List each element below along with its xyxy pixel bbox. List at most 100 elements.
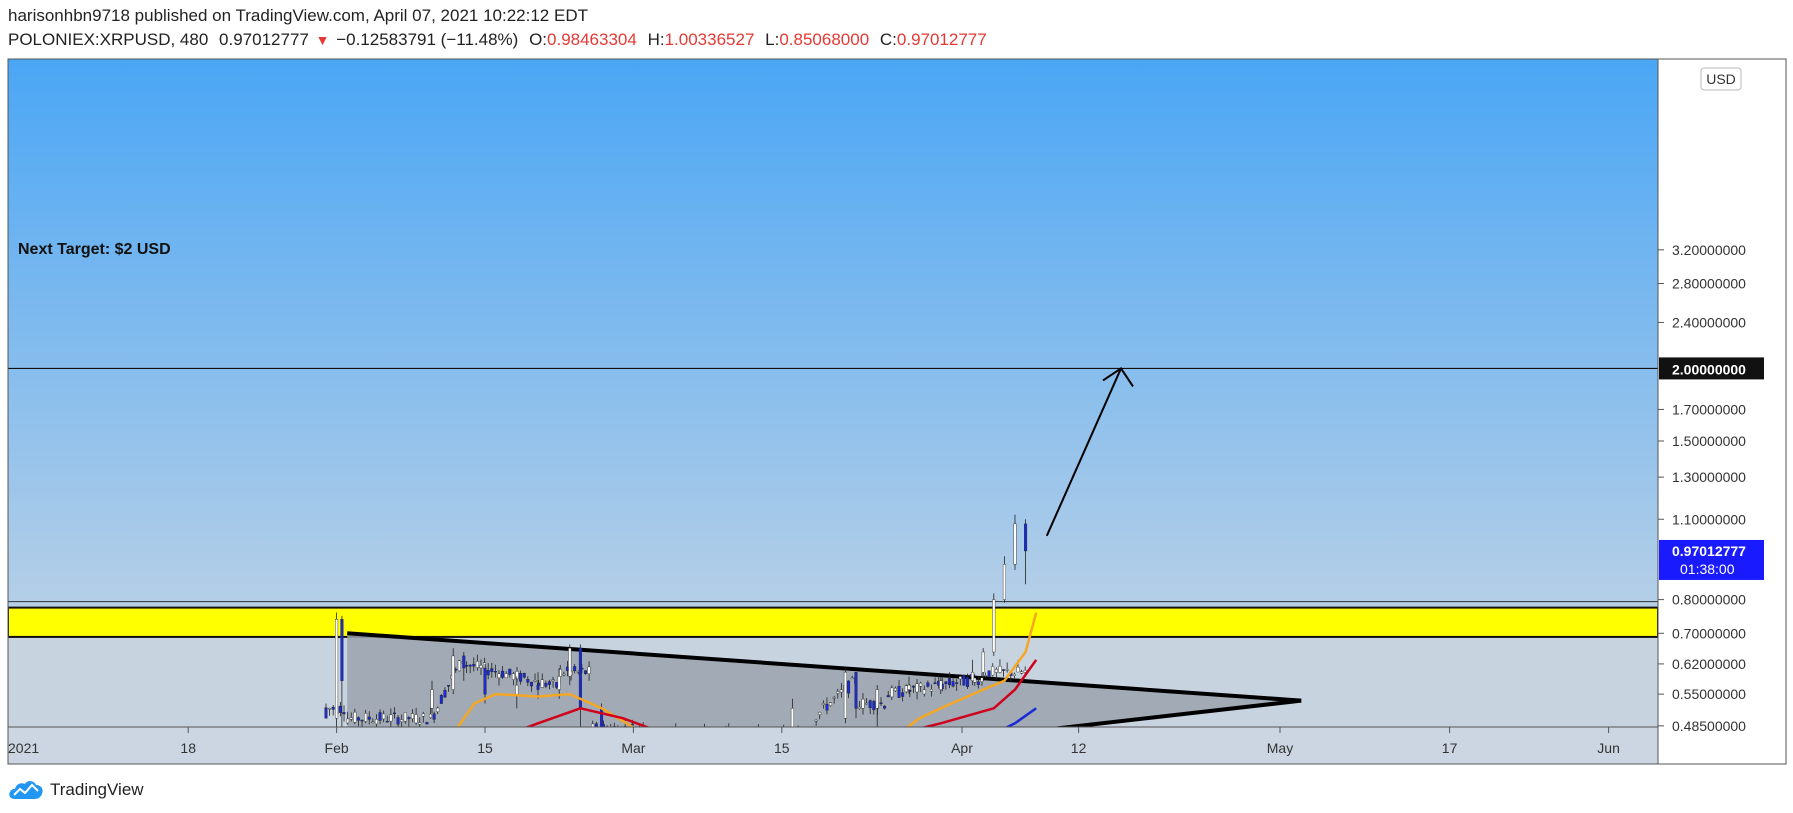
candle <box>890 685 894 700</box>
candle <box>353 708 357 725</box>
y-tick-label: 0.70000000 <box>1672 625 1746 641</box>
candle <box>926 680 930 688</box>
currency-badge[interactable]: USD <box>1700 67 1742 91</box>
candle <box>418 717 422 727</box>
candle <box>407 716 411 727</box>
candle <box>829 702 833 707</box>
candle-body <box>400 719 404 723</box>
candle-body <box>511 673 515 680</box>
candle-body <box>933 682 937 684</box>
candle-body <box>966 676 970 687</box>
candle <box>1024 519 1028 585</box>
candle-body <box>526 679 530 683</box>
candle <box>497 670 501 686</box>
candle <box>1023 666 1027 674</box>
candle-body <box>385 720 389 723</box>
y-tick-label: 0.80000000 <box>1672 592 1746 608</box>
candle <box>526 676 530 687</box>
candle-body <box>353 711 357 723</box>
candle <box>872 699 876 715</box>
candle-body <box>825 703 829 711</box>
x-tick-label: 15 <box>774 740 790 756</box>
candle <box>557 668 561 699</box>
candle-body <box>378 712 382 721</box>
x-tick-label: Jun <box>1597 740 1620 756</box>
candle <box>508 668 512 678</box>
cloud-icon <box>9 781 43 799</box>
candle-body <box>328 708 332 710</box>
candle-body <box>814 719 818 722</box>
close-value: 0.97012777 <box>896 30 987 49</box>
candle-body <box>483 667 487 695</box>
candle <box>378 709 382 725</box>
candle-body <box>1002 669 1006 671</box>
candle-body <box>992 599 996 653</box>
candle-body <box>847 680 851 694</box>
candle-body <box>462 655 466 669</box>
candle <box>998 659 1002 674</box>
candle-body <box>374 719 378 725</box>
candle <box>861 693 865 715</box>
candle-body <box>1002 564 1006 600</box>
candle-body <box>865 702 869 705</box>
candle <box>818 711 822 720</box>
candle-body <box>519 673 523 682</box>
candle-body <box>356 717 360 721</box>
candle-body <box>515 684 519 695</box>
triangle-upper-trendline <box>347 631 1302 703</box>
candle-body <box>475 661 479 668</box>
candle <box>501 665 505 679</box>
candle-body <box>919 682 923 687</box>
candle-body <box>497 673 501 679</box>
current-price-label: 0.97012777 <box>1672 543 1746 559</box>
next-target-annotation[interactable]: Next Target: $2 USD <box>18 241 171 258</box>
candle-body <box>522 673 526 678</box>
candle <box>562 671 566 677</box>
candle-body <box>407 716 411 720</box>
candle <box>536 672 540 699</box>
symbol-label[interactable]: POLONIEX:XRPUSD, 480 <box>8 30 209 49</box>
high-label: H: <box>647 30 665 49</box>
time-axis-background <box>8 727 1658 764</box>
candle-body <box>829 702 833 706</box>
candle <box>897 680 901 699</box>
candle <box>981 648 985 681</box>
candle <box>991 663 995 677</box>
candle-body <box>1023 670 1027 673</box>
candle <box>421 711 425 723</box>
candle <box>907 676 911 695</box>
tradingview-logo[interactable]: TradingView <box>8 779 144 801</box>
candle <box>911 685 915 693</box>
candle-body <box>432 713 436 720</box>
candle-body <box>843 671 847 719</box>
candle <box>962 674 966 686</box>
candle-body <box>1013 523 1017 565</box>
candle-body <box>836 691 840 694</box>
candle-body <box>454 668 458 671</box>
candle <box>371 718 375 724</box>
candle-body <box>555 682 559 688</box>
candle-body <box>1012 673 1016 676</box>
candle <box>984 672 988 678</box>
candle-body <box>544 682 548 687</box>
candle <box>396 715 400 727</box>
candle <box>1020 669 1024 675</box>
chart-frame <box>7 58 1787 765</box>
candle-body <box>915 683 919 693</box>
candle <box>522 672 526 679</box>
candle-body <box>594 723 598 727</box>
target-arrow-head <box>1102 367 1134 387</box>
candle <box>490 662 494 678</box>
candle <box>901 688 905 702</box>
candle <box>400 714 404 727</box>
candle-body <box>861 698 865 709</box>
candle-body <box>854 671 858 709</box>
candle <box>479 659 483 675</box>
close-label: C: <box>879 30 897 49</box>
candle-body <box>457 660 461 672</box>
candle-body <box>472 663 476 667</box>
candle <box>360 719 364 727</box>
target-arrow-shaft <box>1045 368 1122 537</box>
down-arrow-icon: ▼ <box>315 32 330 48</box>
